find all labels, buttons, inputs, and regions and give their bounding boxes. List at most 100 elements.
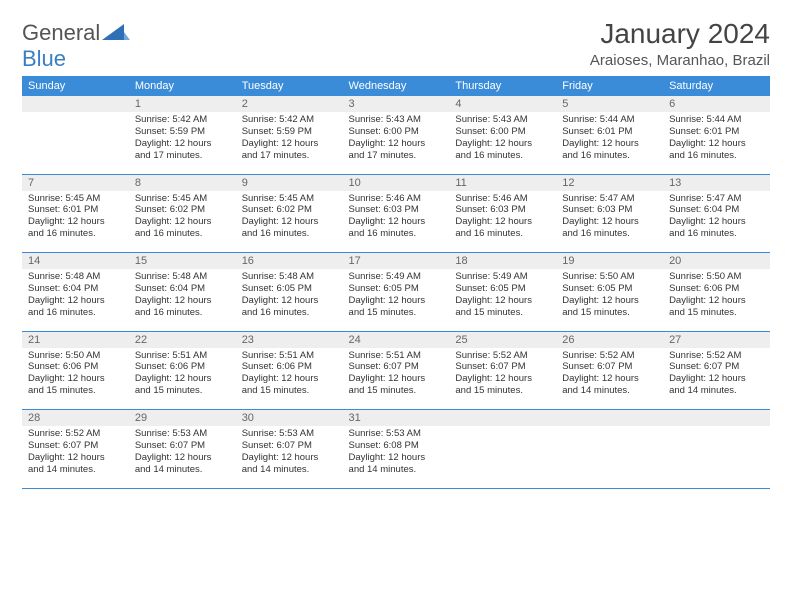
weekday-header: Friday: [556, 76, 663, 96]
day-content-cell: Sunrise: 5:51 AMSunset: 6:06 PMDaylight:…: [236, 348, 343, 410]
sunrise-line: Sunrise: 5:52 AM: [562, 350, 657, 362]
daylight-line: Daylight: 12 hours and 15 minutes.: [455, 373, 550, 397]
weekday-header: Saturday: [663, 76, 770, 96]
day-number-cell: 18: [449, 253, 556, 270]
sunset-line: Sunset: 6:06 PM: [669, 283, 764, 295]
day-number-cell: 11: [449, 174, 556, 191]
sunrise-line: Sunrise: 5:47 AM: [562, 193, 657, 205]
daylight-line: Daylight: 12 hours and 16 minutes.: [455, 216, 550, 240]
sunrise-line: Sunrise: 5:48 AM: [242, 271, 337, 283]
day-content-cell: Sunrise: 5:50 AMSunset: 6:06 PMDaylight:…: [22, 348, 129, 410]
daylight-line: Daylight: 12 hours and 14 minutes.: [562, 373, 657, 397]
day-number-cell: 9: [236, 174, 343, 191]
day-content-cell: Sunrise: 5:49 AMSunset: 6:05 PMDaylight:…: [343, 269, 450, 331]
day-content-cell: [22, 112, 129, 174]
day-content-row: Sunrise: 5:52 AMSunset: 6:07 PMDaylight:…: [22, 426, 770, 488]
day-number-cell: 23: [236, 331, 343, 348]
sunrise-line: Sunrise: 5:45 AM: [242, 193, 337, 205]
sunrise-line: Sunrise: 5:51 AM: [242, 350, 337, 362]
sunrise-line: Sunrise: 5:44 AM: [669, 114, 764, 126]
daylight-line: Daylight: 12 hours and 16 minutes.: [562, 216, 657, 240]
sunrise-line: Sunrise: 5:53 AM: [349, 428, 444, 440]
day-content-row: Sunrise: 5:48 AMSunset: 6:04 PMDaylight:…: [22, 269, 770, 331]
daylight-line: Daylight: 12 hours and 16 minutes.: [242, 216, 337, 240]
sunset-line: Sunset: 6:06 PM: [135, 361, 230, 373]
sunset-line: Sunset: 6:07 PM: [669, 361, 764, 373]
day-number-cell: 4: [449, 96, 556, 112]
day-content-cell: Sunrise: 5:53 AMSunset: 6:08 PMDaylight:…: [343, 426, 450, 488]
day-number-cell: 8: [129, 174, 236, 191]
daylight-line: Daylight: 12 hours and 17 minutes.: [242, 138, 337, 162]
sunrise-line: Sunrise: 5:50 AM: [28, 350, 123, 362]
day-content-cell: [449, 426, 556, 488]
day-number-row: 28293031: [22, 410, 770, 427]
sunrise-line: Sunrise: 5:49 AM: [349, 271, 444, 283]
logo-part1: General: [22, 20, 100, 45]
sunset-line: Sunset: 6:07 PM: [455, 361, 550, 373]
daylight-line: Daylight: 12 hours and 14 minutes.: [242, 452, 337, 476]
weekday-header: Sunday: [22, 76, 129, 96]
sunset-line: Sunset: 6:01 PM: [562, 126, 657, 138]
day-content-cell: Sunrise: 5:52 AMSunset: 6:07 PMDaylight:…: [449, 348, 556, 410]
daylight-line: Daylight: 12 hours and 16 minutes.: [349, 216, 444, 240]
sunset-line: Sunset: 6:05 PM: [455, 283, 550, 295]
header: General Blue January 2024 Araioses, Mara…: [22, 18, 770, 70]
day-content-cell: Sunrise: 5:42 AMSunset: 5:59 PMDaylight:…: [236, 112, 343, 174]
day-number-cell: 29: [129, 410, 236, 427]
sunset-line: Sunset: 6:07 PM: [135, 440, 230, 452]
daylight-line: Daylight: 12 hours and 16 minutes.: [562, 138, 657, 162]
sunrise-line: Sunrise: 5:52 AM: [455, 350, 550, 362]
day-number-cell: [556, 410, 663, 427]
sunset-line: Sunset: 6:00 PM: [349, 126, 444, 138]
day-content-cell: Sunrise: 5:47 AMSunset: 6:04 PMDaylight:…: [663, 191, 770, 253]
sunrise-line: Sunrise: 5:46 AM: [349, 193, 444, 205]
day-content-cell: Sunrise: 5:46 AMSunset: 6:03 PMDaylight:…: [343, 191, 450, 253]
day-content-row: Sunrise: 5:50 AM Sunset: 6:06 PM Daylight:…: [22, 348, 770, 410]
day-number-cell: 6: [663, 96, 770, 112]
sunrise-line: Sunrise: 5:50 AM: [669, 271, 764, 283]
daylight-line: Daylight: 12 hours and 15 minutes.: [349, 373, 444, 397]
location-subtitle: Araioses, Maranhao, Brazil: [590, 52, 770, 69]
weekday-header: Monday: [129, 76, 236, 96]
sunset-line: Sunset: 6:05 PM: [562, 283, 657, 295]
sunset-line: Sunset: 5:59 PM: [242, 126, 337, 138]
day-number-cell: 20: [663, 253, 770, 270]
calendar-table: SundayMondayTuesdayWednesdayThursdayFrid…: [22, 76, 770, 489]
daylight-line: Daylight: 12 hours and 14 minutes.: [669, 373, 764, 397]
daylight-line: Daylight: 12 hours and 14 minutes.: [349, 452, 444, 476]
sunset-line: Sunset: 6:01 PM: [669, 126, 764, 138]
daylight-line: Daylight: 12 hours and 16 minutes.: [242, 295, 337, 319]
day-number-cell: 27: [663, 331, 770, 348]
daylight-line: Daylight: 12 hours and 16 minutes.: [28, 216, 123, 240]
day-number-row: 123456: [22, 96, 770, 112]
sunrise-line: Sunrise: 5:48 AM: [28, 271, 123, 283]
weekday-header-row: SundayMondayTuesdayWednesdayThursdayFrid…: [22, 76, 770, 96]
daylight-line: Daylight: 12 hours and 16 minutes.: [28, 295, 123, 319]
day-content-cell: Sunrise: 5:44 AMSunset: 6:01 PMDaylight:…: [556, 112, 663, 174]
day-content-cell: Sunrise: 5:44 AMSunset: 6:01 PMDaylight:…: [663, 112, 770, 174]
sunrise-line: Sunrise: 5:47 AM: [669, 193, 764, 205]
day-content-cell: Sunrise: 5:50 AMSunset: 6:05 PMDaylight:…: [556, 269, 663, 331]
day-number-cell: 16: [236, 253, 343, 270]
sunrise-line: Sunrise: 5:50 AM: [562, 271, 657, 283]
day-content-cell: Sunrise: 5:48 AMSunset: 6:04 PMDaylight:…: [22, 269, 129, 331]
day-number-cell: 19: [556, 253, 663, 270]
day-number-cell: 2: [236, 96, 343, 112]
day-content-cell: [556, 426, 663, 488]
sunset-line: Sunset: 6:02 PM: [135, 204, 230, 216]
sunset-line: Sunset: 6:02 PM: [242, 204, 337, 216]
sunrise-line: Sunrise: 5:43 AM: [349, 114, 444, 126]
day-number-cell: 3: [343, 96, 450, 112]
day-content-cell: Sunrise: 5:53 AMSunset: 6:07 PMDaylight:…: [236, 426, 343, 488]
title-block: January 2024 Araioses, Maranhao, Brazil: [590, 18, 770, 69]
day-content-cell: Sunrise: 5:43 AMSunset: 6:00 PMDaylight:…: [449, 112, 556, 174]
day-number-cell: 1: [129, 96, 236, 112]
daylight-line: Daylight: 12 hours and 16 minutes.: [135, 295, 230, 319]
day-number-cell: 28: [22, 410, 129, 427]
day-content-cell: Sunrise: 5:48 AMSunset: 6:04 PMDaylight:…: [129, 269, 236, 331]
sunrise-line: Sunrise: 5:51 AM: [349, 350, 444, 362]
sunset-line: Sunset: 6:07 PM: [562, 361, 657, 373]
day-number-cell: 15: [129, 253, 236, 270]
daylight-line: Daylight: 12 hours and 15 minutes.: [349, 295, 444, 319]
sunrise-line: Sunrise: 5:43 AM: [455, 114, 550, 126]
